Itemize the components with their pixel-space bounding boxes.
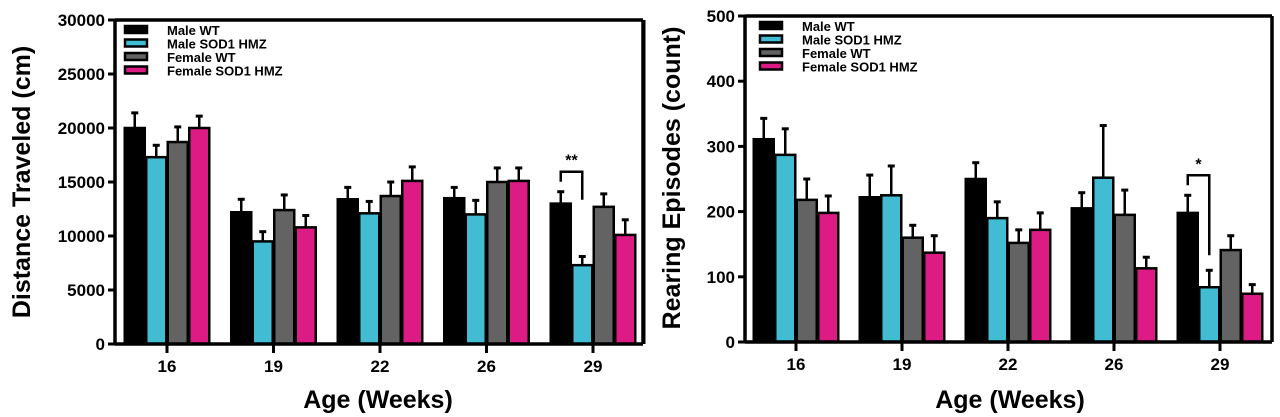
- bar-male-wt-19: [858, 196, 881, 344]
- legend-swatch-male-sod1-hmz: [123, 38, 149, 48]
- bar-female-wt-26: [486, 180, 509, 346]
- y-tick-label: 300: [707, 137, 735, 156]
- legend-swatch-male-wt: [123, 24, 149, 35]
- bar-female-sod1-hmz-29: [614, 233, 637, 346]
- bar-female-wt-29: [1219, 248, 1242, 344]
- y-tick-label: 30000: [58, 11, 105, 30]
- y-tick-label: 15000: [58, 173, 105, 192]
- bar-male-sod1-hmz-19: [880, 194, 903, 344]
- y-tick-label: 0: [96, 335, 105, 354]
- bar-male-wt-16: [752, 137, 775, 344]
- bar-female-wt-22: [1007, 241, 1030, 344]
- y-tick-label: 400: [707, 72, 735, 91]
- bar-male-wt-26: [1070, 207, 1093, 344]
- x-tick-label: 19: [893, 355, 912, 374]
- bar-male-wt-19: [230, 210, 253, 346]
- x-tick-label: 22: [371, 357, 390, 376]
- bar-male-sod1-hmz-29: [571, 263, 594, 346]
- y-axis-title-right: Rearing Episodes (count): [658, 27, 686, 330]
- rearing-episodes-chart: Rearing Episodes (count) Age (Weeks) 0 10…: [642, 7, 1274, 414]
- bar-female-wt-29: [592, 205, 615, 346]
- y-tick-label: 200: [707, 203, 735, 222]
- y-tick-label: 5000: [67, 281, 105, 300]
- y-tick-label: 10000: [58, 227, 105, 246]
- bar-female-wt-19: [273, 208, 296, 346]
- bar-female-wt-16: [795, 198, 818, 344]
- y-axis-title-left: Distance Traveled (cm): [8, 46, 36, 318]
- bar-male-sod1-hmz-26: [1092, 176, 1115, 344]
- x-tick-label: 29: [584, 357, 603, 376]
- bar-male-sod1-hmz-16: [774, 153, 797, 344]
- bar-female-sod1-hmz-26: [1135, 267, 1158, 344]
- bar-male-wt-22: [336, 198, 359, 346]
- significance-bracket: [559, 170, 584, 200]
- bar-male-wt-29: [549, 202, 572, 346]
- bar-male-sod1-hmz-22: [358, 212, 381, 346]
- bar-male-wt-26: [443, 196, 466, 346]
- x-tick-label: 16: [158, 357, 177, 376]
- distance-traveled-chart: Distance Traveled (cm) Age (Weeks) 0 5000…: [8, 11, 645, 414]
- legend-swatch-male-wt: [758, 20, 784, 31]
- x-tick-label: 22: [999, 355, 1018, 374]
- bar-male-wt-22: [964, 177, 987, 344]
- bar-female-wt-16: [166, 140, 189, 346]
- bar-female-sod1-hmz-22: [1029, 228, 1052, 344]
- bar-male-wt-29: [1176, 211, 1199, 344]
- y-tick-label: 500: [707, 7, 735, 26]
- legend-swatch-female-wt: [123, 51, 149, 62]
- bar-female-sod1-hmz-19: [294, 226, 317, 346]
- legend-label: Male WT: [167, 23, 220, 38]
- significance-marker: *: [1195, 156, 1202, 173]
- bar-female-sod1-hmz-22: [401, 179, 424, 346]
- legend-label: Female WT: [167, 50, 236, 65]
- legend-label: Male SOD1 HMZ: [167, 37, 267, 52]
- bar-female-sod1-hmz-16: [188, 126, 211, 346]
- legend-label: Male WT: [802, 19, 855, 34]
- bar-female-sod1-hmz-26: [507, 179, 530, 346]
- bar-female-wt-22: [379, 194, 402, 346]
- legend-label: Male SOD1 HMZ: [802, 33, 902, 48]
- x-tick-label: 26: [477, 357, 496, 376]
- x-tick-label: 19: [264, 357, 283, 376]
- bar-female-sod1-hmz-19: [923, 251, 946, 344]
- bar-female-wt-26: [1113, 213, 1136, 344]
- legend-label: Female WT: [802, 46, 871, 61]
- legend-swatch-female-wt: [758, 47, 784, 58]
- legend-swatch-female-sod1-hmz: [758, 61, 784, 71]
- bar-female-sod1-hmz-29: [1241, 292, 1264, 344]
- x-axis-title-left: Age (Weeks): [303, 386, 453, 414]
- y-tick-label: 20000: [58, 119, 105, 138]
- bar-male-wt-16: [123, 126, 146, 346]
- x-tick-label: 29: [1211, 355, 1230, 374]
- significance-marker: **: [565, 153, 578, 170]
- legend-swatch-female-sod1-hmz: [123, 65, 149, 75]
- significance-bracket: [1186, 174, 1211, 256]
- x-tick-label: 16: [787, 355, 806, 374]
- y-tick-label: 0: [726, 333, 735, 352]
- bar-female-sod1-hmz-16: [817, 211, 840, 344]
- bar-male-sod1-hmz-29: [1198, 285, 1221, 344]
- legend-label: Female SOD1 HMZ: [167, 64, 283, 79]
- x-tick-label: 26: [1105, 355, 1124, 374]
- bar-female-wt-19: [901, 236, 924, 344]
- legend-label: Female SOD1 HMZ: [802, 60, 918, 75]
- y-tick-label: 25000: [58, 65, 105, 84]
- bar-male-sod1-hmz-26: [464, 213, 487, 346]
- bar-male-sod1-hmz-19: [251, 240, 274, 346]
- x-axis-title-right: Age (Weeks): [935, 386, 1085, 414]
- y-tick-label: 100: [707, 268, 735, 287]
- legend-swatch-male-sod1-hmz: [758, 34, 784, 44]
- bar-male-sod1-hmz-22: [986, 216, 1009, 344]
- bar-male-sod1-hmz-16: [145, 155, 168, 346]
